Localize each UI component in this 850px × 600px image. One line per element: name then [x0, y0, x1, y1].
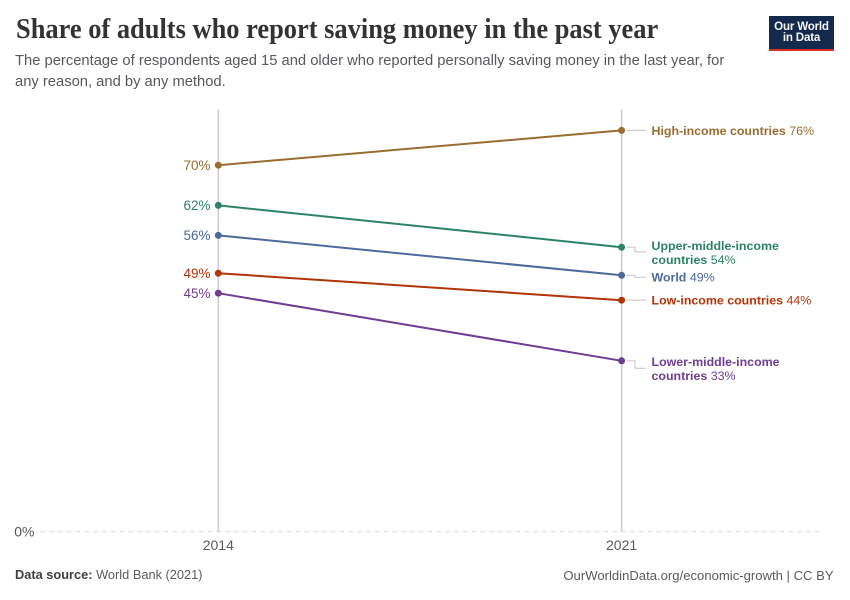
- svg-text:Upper-middle-income: Upper-middle-income: [652, 239, 779, 253]
- svg-text:Low-income countries 44%: Low-income countries 44%: [652, 294, 812, 308]
- svg-text:2014: 2014: [203, 537, 234, 553]
- svg-text:High-income countries 76%: High-income countries 76%: [652, 124, 815, 138]
- svg-text:countries 33%: countries 33%: [652, 369, 736, 383]
- svg-text:Lower-middle-income: Lower-middle-income: [652, 355, 780, 369]
- svg-text:World 49%: World 49%: [652, 271, 715, 285]
- svg-text:0%: 0%: [14, 523, 34, 539]
- svg-text:49%: 49%: [183, 266, 210, 281]
- svg-text:2021: 2021: [606, 537, 637, 553]
- svg-text:countries 54%: countries 54%: [652, 253, 736, 267]
- svg-text:62%: 62%: [183, 198, 210, 213]
- svg-text:70%: 70%: [183, 158, 210, 173]
- svg-text:45%: 45%: [183, 286, 210, 301]
- svg-text:56%: 56%: [183, 228, 210, 243]
